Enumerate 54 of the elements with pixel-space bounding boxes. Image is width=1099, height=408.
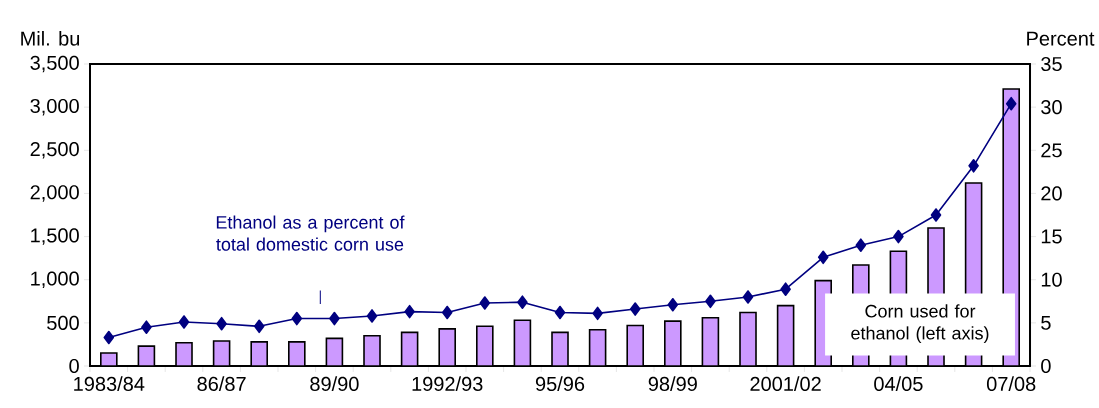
point [554, 305, 566, 320]
x-tick-label: 86/87 [197, 376, 246, 392]
x-tick-label: 98/99 [648, 376, 697, 392]
x-tick-label: 1983/84 [74, 376, 145, 392]
y-tick-label: 3,000 [30, 98, 79, 116]
point [366, 309, 378, 323]
series-label: Corn used for ethanol (left axis) [851, 304, 989, 344]
y2-tick-label: 30 [1041, 100, 1062, 115]
y-tick-label: 2,500 [30, 142, 79, 159]
y-tick-label: 2,000 [30, 185, 79, 202]
x-tick-label: 04/05 [874, 376, 923, 392]
x-tick-label: 89/90 [310, 376, 359, 392]
point [1005, 96, 1017, 111]
point [141, 320, 152, 334]
text: Ethanol as a percent of total domestic corn use [216, 215, 405, 251]
point [216, 316, 227, 331]
point [629, 302, 641, 316]
y-tick-label: 3,500 [30, 55, 79, 73]
y-tick-label: 1,000 [31, 271, 79, 288]
y2-tick-label: 25 [1041, 143, 1062, 158]
point [667, 297, 679, 312]
x-tick-label: 1992/93 [412, 376, 483, 392]
point [742, 290, 754, 304]
point [930, 208, 942, 222]
point [968, 159, 979, 173]
point [441, 305, 453, 320]
point [780, 282, 791, 297]
x-tick-label: 07/08 [986, 376, 1036, 392]
y2-tick-label: 15 [1041, 229, 1062, 244]
point [817, 250, 829, 265]
y-tick-label: 500 [47, 315, 79, 330]
point [517, 295, 528, 309]
point [705, 294, 716, 309]
y-tick-label: 1,500 [31, 228, 79, 245]
point [479, 296, 491, 310]
y-axis-title: Mil. bu [21, 30, 80, 46]
point [329, 311, 340, 326]
y-tick-label: 0 [69, 358, 79, 374]
point [592, 306, 603, 321]
point [103, 330, 115, 345]
y2-tick-label: 10 [1041, 272, 1062, 287]
y2-axis-title: Percent [1027, 31, 1095, 46]
y2-tick-label: 0 [1041, 358, 1051, 374]
y2-tick-label: 5 [1041, 315, 1051, 330]
y2-tick-label: 20 [1041, 186, 1062, 201]
x-tick-label: 2001/02 [750, 376, 821, 392]
point [855, 238, 867, 252]
y2-tick-label: 35 [1041, 56, 1062, 72]
point [178, 315, 190, 329]
point [291, 311, 303, 326]
point [253, 319, 265, 334]
x-tick-label: 95/96 [535, 376, 585, 392]
point [893, 229, 904, 244]
point [404, 304, 415, 319]
